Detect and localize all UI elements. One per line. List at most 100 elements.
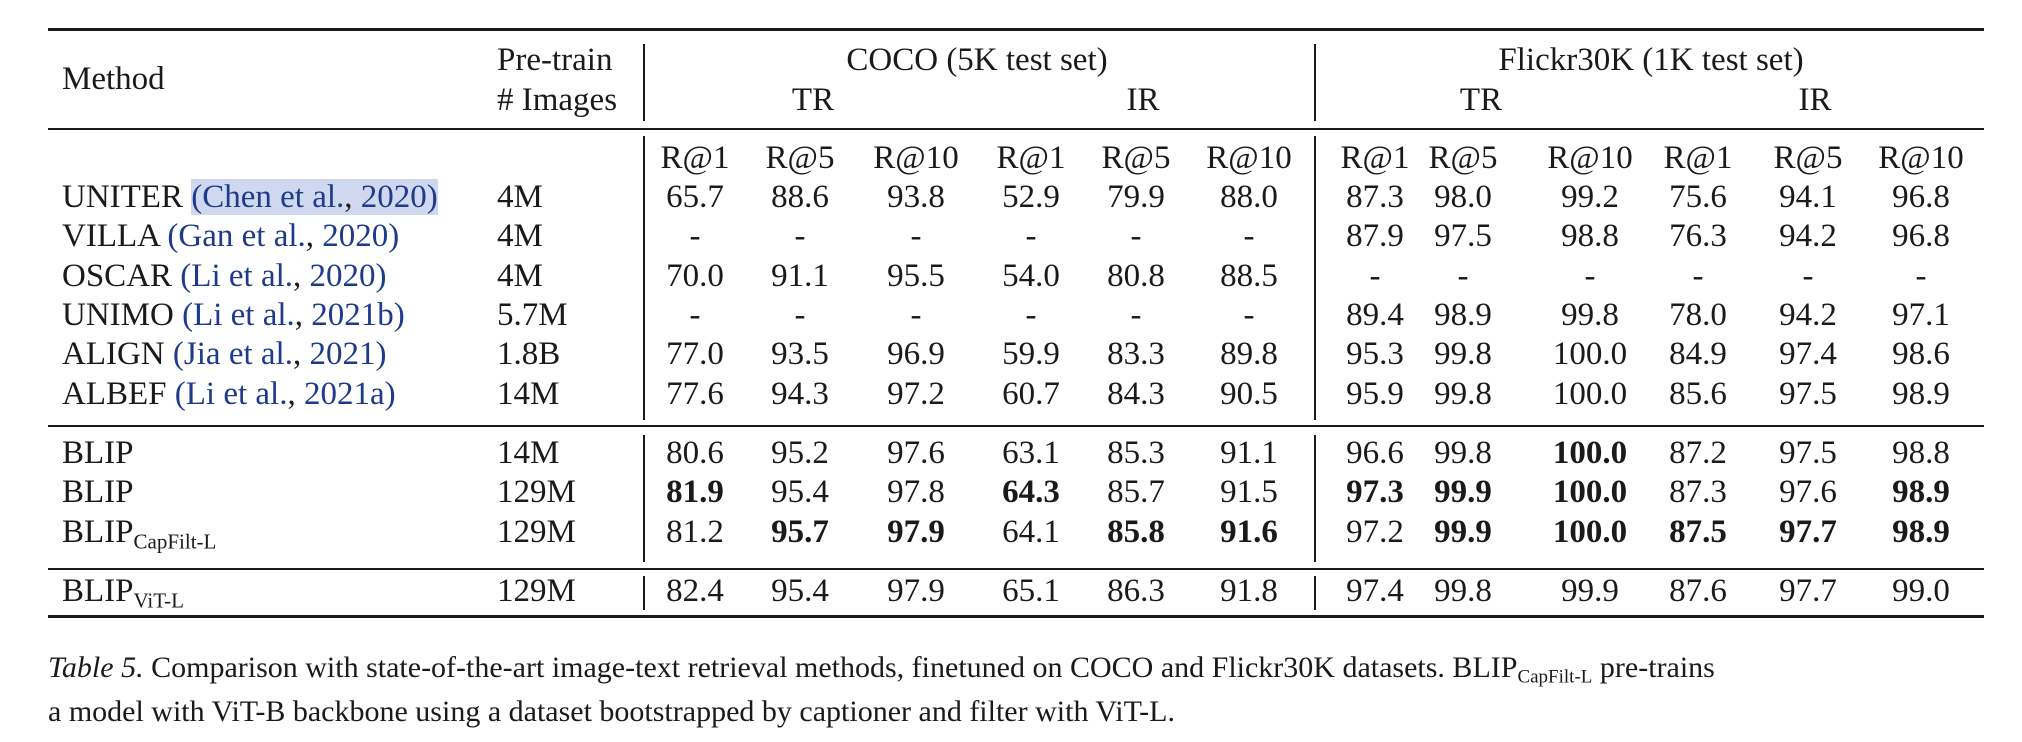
score-cell: 82.4 — [666, 573, 724, 609]
group-rule-2 — [48, 568, 1984, 570]
score-cell: 97.5 — [1779, 376, 1837, 412]
score-cell: 87.5 — [1669, 514, 1727, 550]
citation-open: ( — [180, 258, 192, 294]
score-cell: 80.8 — [1107, 258, 1165, 294]
header-flickr-tr: TR — [1459, 82, 1503, 118]
citation-separator: , — [293, 258, 310, 294]
score-cell: 97.2 — [887, 376, 945, 412]
method-name: ALBEF — [62, 376, 167, 412]
score-cell: 64.3 — [1002, 474, 1060, 510]
method-subscript: CapFilt-L — [133, 529, 217, 554]
method-name: UNIMO — [62, 297, 174, 333]
method-name: BLIP — [62, 435, 134, 471]
score-cell: 97.5 — [1779, 435, 1837, 471]
caption-label: Table 5. — [48, 651, 144, 684]
score-cell: 99.8 — [1434, 376, 1492, 412]
score-cell: - — [1915, 258, 1927, 294]
column-separator — [1314, 435, 1316, 562]
column-separator — [1314, 44, 1316, 121]
score-cell: 91.6 — [1220, 514, 1278, 550]
score-cell: 79.9 — [1107, 179, 1165, 215]
group-rule-1 — [48, 425, 1984, 427]
score-cell: 95.5 — [887, 258, 945, 294]
score-cell: 100.0 — [1552, 435, 1628, 471]
score-cell: 84.9 — [1669, 336, 1727, 372]
citation-open: ( — [172, 336, 184, 372]
header-method: Method — [62, 61, 165, 97]
score-cell: 97.6 — [887, 435, 945, 471]
citation-link[interactable]: (Li et al., 2020) — [180, 258, 386, 294]
citation-separator: , — [292, 336, 310, 372]
metric-header: R@10 — [1206, 140, 1292, 176]
score-cell: 64.1 — [1002, 514, 1060, 550]
method-cell: BLIPCapFilt-L — [62, 516, 216, 552]
score-cell: - — [1130, 297, 1142, 333]
score-cell: 87.6 — [1669, 573, 1727, 609]
score-cell: 94.2 — [1779, 218, 1837, 254]
score-cell: 84.3 — [1107, 376, 1165, 412]
citation-open: ( — [167, 218, 179, 254]
score-cell: - — [910, 297, 922, 333]
score-cell: 97.9 — [887, 514, 945, 550]
score-cell: 96.8 — [1892, 179, 1950, 215]
score-cell: 60.7 — [1002, 376, 1060, 412]
citation-open: ( — [191, 179, 203, 215]
score-cell: 97.2 — [1346, 514, 1404, 550]
citation-link[interactable]: (Chen et al., 2020) — [191, 179, 438, 215]
score-cell: 95.7 — [771, 514, 829, 550]
score-cell: - — [1692, 258, 1704, 294]
method-cell: UNITER (Chen et al., 2020) — [62, 179, 438, 215]
citation-year: 2020 — [322, 218, 389, 254]
citation-link[interactable]: (Li et al., 2021b) — [182, 297, 405, 333]
citation-year: 2020 — [360, 179, 427, 215]
caption-line-1: Table 5. Comparison with state-of-the-ar… — [48, 651, 1715, 687]
citation-author: Li et al. — [193, 297, 295, 333]
caption-line-2: a model with ViT-B backbone using a data… — [48, 695, 1175, 728]
score-cell: 75.6 — [1669, 179, 1727, 215]
citation-year: 2021a — [303, 376, 385, 412]
score-cell: 52.9 — [1002, 179, 1060, 215]
column-separator — [643, 576, 645, 610]
citation-link[interactable]: (Jia et al., 2021) — [173, 336, 387, 372]
score-cell: 98.9 — [1892, 376, 1950, 412]
score-cell: - — [794, 218, 806, 254]
score-cell: 88.5 — [1220, 258, 1278, 294]
method-name: BLIP — [62, 573, 134, 609]
score-cell: 99.9 — [1434, 474, 1492, 510]
score-cell: 99.2 — [1561, 179, 1619, 215]
metric-header: R@5 — [765, 140, 835, 176]
citation-link[interactable]: (Li et al., 2021a) — [175, 376, 396, 412]
score-cell: 78.0 — [1669, 297, 1727, 333]
score-cell: 63.1 — [1002, 435, 1060, 471]
score-cell: 59.9 — [1002, 336, 1060, 372]
caption-text-2: pre-trains — [1592, 651, 1715, 684]
caption-sub: CapFilt-L — [1517, 666, 1593, 688]
method-name: ALIGN — [62, 336, 165, 372]
score-cell: 98.8 — [1561, 218, 1619, 254]
citation-author: Li et al. — [191, 258, 294, 294]
pretrain-images-cell: 14M — [497, 435, 560, 471]
method-name: VILLA — [62, 218, 160, 254]
score-cell: - — [1584, 258, 1596, 294]
column-separator — [643, 136, 645, 420]
citation-separator: , — [294, 297, 312, 333]
top-rule — [48, 28, 1984, 31]
header-pretrain-line1: Pre-train — [497, 42, 613, 78]
pretrain-images-cell: 129M — [497, 514, 576, 550]
score-cell: - — [1457, 258, 1469, 294]
score-cell: 96.6 — [1346, 435, 1404, 471]
metric-header: R@10 — [1878, 140, 1964, 176]
score-cell: 97.6 — [1779, 474, 1837, 510]
method-subscript: ViT-L — [133, 588, 184, 613]
citation-link[interactable]: (Gan et al., 2020) — [167, 218, 399, 254]
citation-author: Jia et al. — [183, 336, 293, 372]
citation-author: Gan et al. — [178, 218, 306, 254]
score-cell: - — [689, 218, 701, 254]
score-cell: 88.0 — [1220, 179, 1278, 215]
score-cell: - — [1025, 218, 1037, 254]
citation-close: ) — [384, 376, 396, 412]
score-cell: 95.3 — [1346, 336, 1404, 372]
pretrain-images-cell: 14M — [497, 376, 560, 412]
column-separator — [1314, 576, 1316, 610]
score-cell: 54.0 — [1002, 258, 1060, 294]
